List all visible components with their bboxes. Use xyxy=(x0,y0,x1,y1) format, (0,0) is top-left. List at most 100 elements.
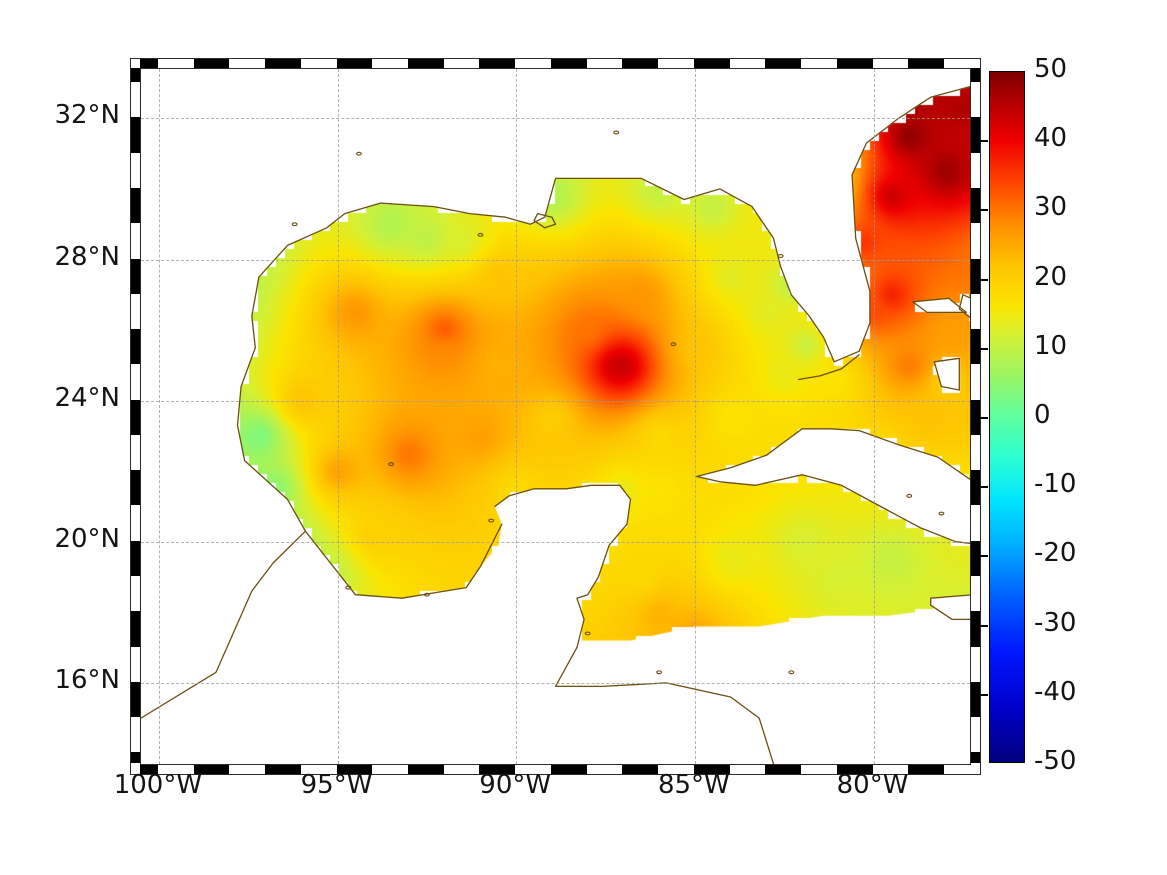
checker-bottom xyxy=(693,765,730,774)
checker-left xyxy=(131,611,140,647)
checker-top xyxy=(801,59,837,68)
checker-left xyxy=(131,434,140,471)
checker-right xyxy=(971,152,980,188)
checker-left xyxy=(131,258,140,294)
checker-right xyxy=(971,293,980,330)
checker-left xyxy=(131,293,140,330)
checker-top xyxy=(765,59,802,68)
checker-bottom xyxy=(658,765,694,774)
checker-top xyxy=(693,59,730,68)
colorbar-tick-label: -40 xyxy=(1034,676,1077,707)
y-tick-label: 24°N xyxy=(54,382,120,413)
checker-left xyxy=(131,68,140,83)
checker-bottom xyxy=(479,765,516,774)
checker-left xyxy=(131,187,140,224)
checker-left xyxy=(131,505,140,541)
checker-top xyxy=(443,59,480,68)
checker-bottom xyxy=(908,765,944,774)
colorbar xyxy=(979,71,1025,763)
checker-right xyxy=(971,399,980,435)
x-tick-label: 95°W xyxy=(300,770,373,800)
checker-right xyxy=(971,68,980,83)
checker-bottom xyxy=(729,765,766,774)
checker-left xyxy=(131,399,140,435)
checker-bottom xyxy=(157,765,194,774)
checker-top xyxy=(229,59,266,68)
checker-top xyxy=(265,59,301,68)
checker-left xyxy=(131,646,140,682)
checker-right xyxy=(971,717,980,753)
checker-bottom xyxy=(586,765,623,774)
y-tick-label: 20°N xyxy=(54,523,120,554)
checker-right xyxy=(971,576,980,612)
checker-right xyxy=(971,540,980,576)
colorbar-tick xyxy=(979,555,988,558)
checker-top xyxy=(872,59,909,68)
checker-top xyxy=(479,59,516,68)
checker-top xyxy=(515,59,551,68)
checker-bottom xyxy=(836,765,873,774)
colorbar-tick-label: 0 xyxy=(1034,400,1051,430)
checker-top xyxy=(157,59,194,68)
checker-right xyxy=(971,223,980,259)
checker-right xyxy=(971,82,980,118)
checker-right xyxy=(971,505,980,541)
checker-top xyxy=(658,59,694,68)
colorbar-tick xyxy=(979,624,988,627)
checker-left xyxy=(131,470,140,506)
checker-bottom xyxy=(765,765,802,774)
colorbar-tick xyxy=(979,278,988,281)
checker-top xyxy=(300,59,337,68)
map-outer-border xyxy=(130,58,981,775)
checker-left xyxy=(131,576,140,612)
checker-right xyxy=(971,329,980,365)
colorbar-tick-label: -50 xyxy=(1034,746,1077,776)
checker-top xyxy=(586,59,623,68)
x-tick-label: 90°W xyxy=(479,770,552,800)
heatmap-canvas xyxy=(141,69,970,764)
checker-left xyxy=(131,152,140,188)
checker-right xyxy=(971,611,980,647)
y-tick-label: 28°N xyxy=(54,241,120,272)
colorbar-tick-label: 20 xyxy=(1034,261,1068,292)
x-tick-label: 100°W xyxy=(113,770,203,800)
checker-left xyxy=(131,752,140,763)
checker-right xyxy=(971,258,980,294)
checker-top xyxy=(622,59,659,68)
checker-bottom xyxy=(872,765,909,774)
checker-left xyxy=(131,117,140,153)
colorbar-tick xyxy=(979,693,988,696)
checker-right xyxy=(971,681,980,718)
colorbar-tick-label: 30 xyxy=(1034,192,1068,223)
checker-bottom xyxy=(550,765,587,774)
checker-bottom xyxy=(336,765,373,774)
checker-left xyxy=(131,681,140,718)
map-axes xyxy=(140,68,971,765)
checker-bottom xyxy=(515,765,551,774)
checker-left xyxy=(131,717,140,753)
colorbar-tick-label: 50 xyxy=(1034,54,1068,84)
checker-bottom xyxy=(300,765,337,774)
colorbar-gradient xyxy=(989,71,1025,763)
checker-right xyxy=(971,434,980,471)
y-tick-label: 16°N xyxy=(54,664,120,695)
checker-top xyxy=(193,59,230,68)
checker-bottom xyxy=(943,765,969,774)
colorbar-tick-label: 10 xyxy=(1034,330,1068,361)
checker-bottom xyxy=(801,765,837,774)
checker-right xyxy=(971,364,980,400)
checker-bottom xyxy=(407,765,444,774)
checker-top xyxy=(836,59,873,68)
checker-right xyxy=(971,187,980,224)
checker-right xyxy=(971,470,980,506)
colorbar-tick xyxy=(979,209,988,212)
checker-left xyxy=(131,364,140,400)
colorbar-tick xyxy=(979,140,988,143)
colorbar-tick xyxy=(979,417,988,419)
checker-left xyxy=(131,540,140,576)
colorbar-tick-label: 40 xyxy=(1034,123,1068,154)
colorbar-tick-label: -30 xyxy=(1034,607,1077,638)
checker-top xyxy=(908,59,944,68)
checker-left xyxy=(131,82,140,118)
